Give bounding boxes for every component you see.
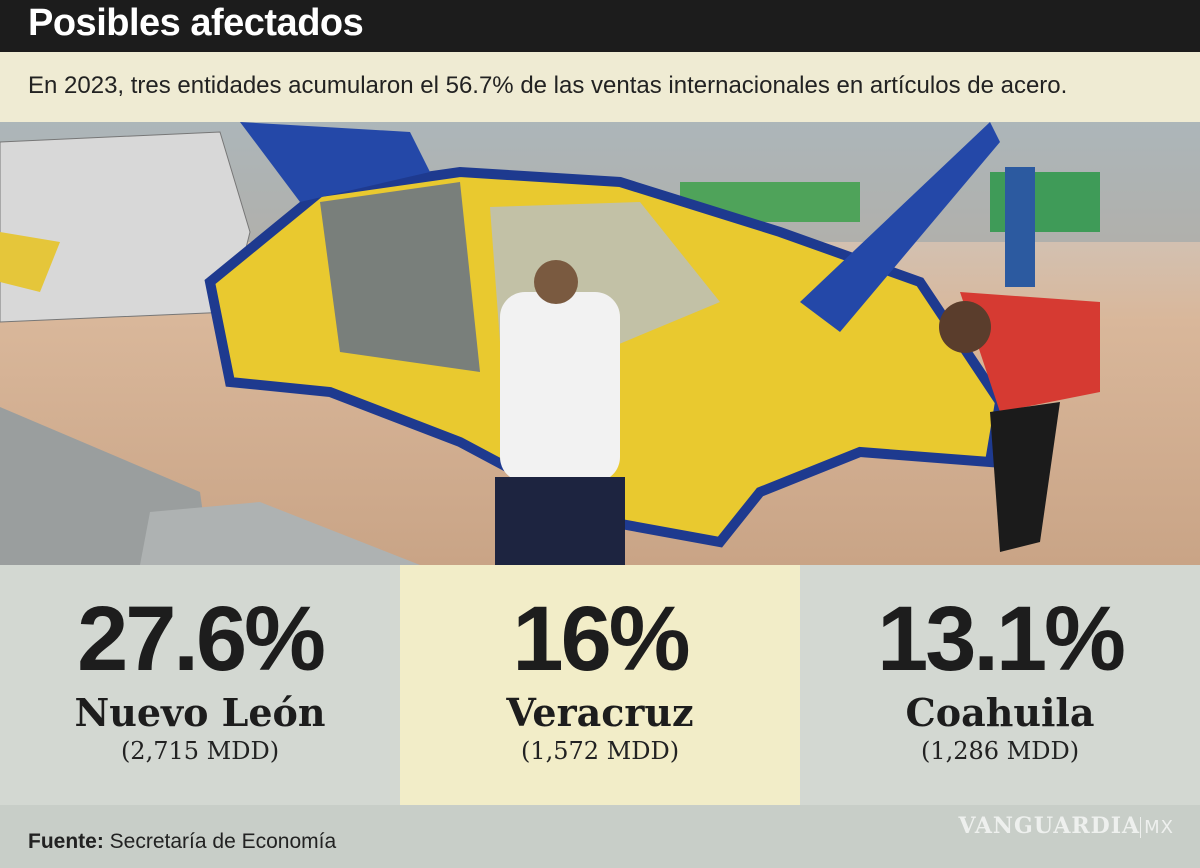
brand: VANGUARDIA [958,813,1141,839]
brand-suffix: MX [1140,817,1174,838]
subtitle-bar: En 2023, tres entidades acumularon el 56… [0,52,1200,122]
car-window [320,182,480,372]
stat-value: 16% [512,588,690,690]
watermark: VANGUARDIA MX [958,813,1174,839]
worker2-pants [990,402,1060,552]
stat-state: Nuevo León [74,690,326,735]
stat-panel: 27.6% Nuevo León (2,715 MDD) [0,565,400,805]
stat-panel: 13.1% Coahuila (1,286 MDD) [800,565,1200,805]
subtitle: En 2023, tres entidades acumularon el 56… [28,72,1068,99]
bin [140,502,420,565]
stat-value: 27.6% [77,588,326,690]
source-label: Fuente: [28,830,104,853]
stat-panel: 16% Veracruz (1,572 MDD) [400,565,800,805]
stat-state: Veracruz [506,690,694,735]
car-hood [800,122,1000,332]
stat-amount: (1,572 MDD) [520,737,680,765]
worker2-head [939,301,991,353]
stat-state: Coahuila [905,690,1095,735]
footer: Fuente: Secretaría de Economía VANGUARDI… [0,805,1200,868]
car-door [240,122,430,202]
title: Posibles afectados [28,2,364,44]
worker2-shirt [960,292,1100,412]
stat-amount: (1,286 MDD) [920,737,1080,765]
title-bar: Posibles afectados [0,0,1200,52]
stat-value: 13.1% [877,588,1126,690]
worker-head [534,260,578,304]
worker-shirt [500,292,620,482]
car-left-yellow [0,232,60,292]
worker-pants [495,477,625,565]
source: Fuente: Secretaría de Economía [28,830,336,854]
factory-photo [0,122,1200,565]
source-text: Secretaría de Economía [109,830,337,853]
worker3 [1005,167,1035,287]
stat-amount: (2,715 MDD) [120,737,280,765]
